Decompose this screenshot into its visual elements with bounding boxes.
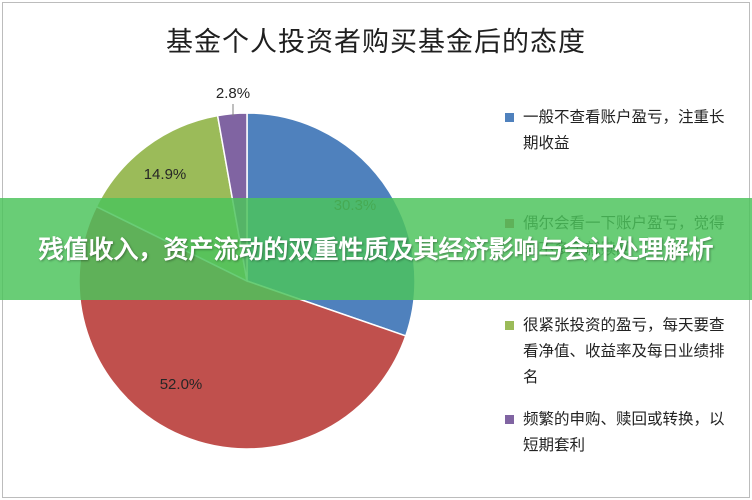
chart-title: 基金个人投资者购买基金后的态度 — [166, 27, 586, 58]
legend-label: 一般不查看账户盈亏，注重长期收益 — [523, 108, 725, 152]
legend-swatch — [505, 321, 514, 330]
legend-swatch — [505, 113, 514, 122]
legend-label: 频繁的申购、赎回或转换，以短期套利 — [523, 410, 725, 454]
data-label-3: 14.9% — [144, 166, 187, 183]
banner-text: 残值收入，资产流动的双重性质及其经济影响与会计处理解析 — [38, 234, 714, 264]
legend-swatch — [505, 415, 514, 424]
data-label-2: 52.0% — [160, 376, 203, 393]
overlay-banner: 残值收入，资产流动的双重性质及其经济影响与会计处理解析 — [0, 198, 752, 300]
data-label-4: 2.8% — [216, 85, 250, 102]
legend-label: 很紧张投资的盈亏，每天要查看净值、收益率及每日业绩排名 — [523, 316, 725, 386]
